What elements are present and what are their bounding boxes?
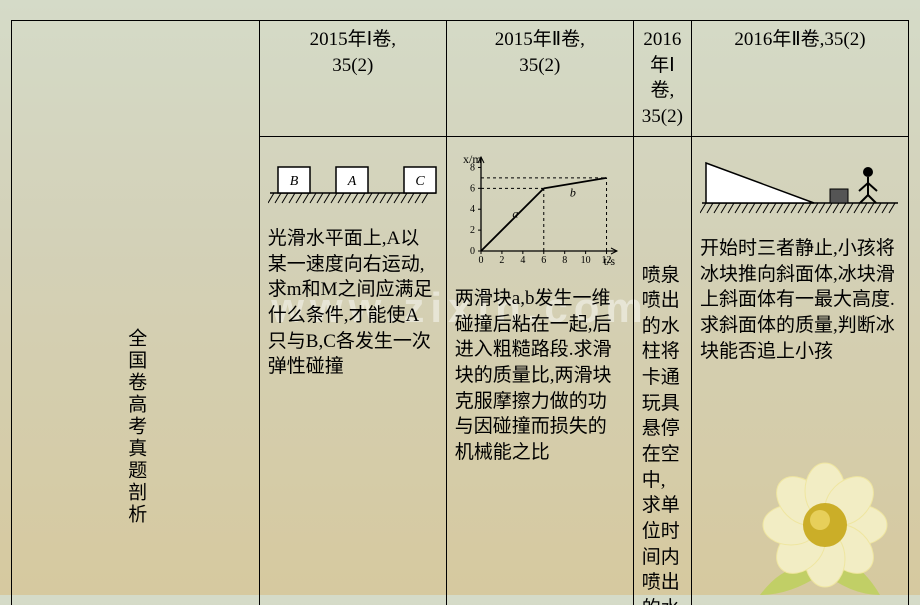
fig-0-svg: BAC (268, 149, 438, 209)
svg-text:A: A (347, 174, 357, 189)
col-header-3: 2016年Ⅱ卷,35(2) (691, 21, 908, 137)
fig-1-svg: 02468101202468t/sx/mab (455, 149, 625, 269)
col-header-0-l1: 2015年Ⅰ卷, (310, 29, 396, 50)
fig-1: 02468101202468t/sx/mab (455, 149, 625, 269)
cell-3-desc: 开始时三者静止,小孩将冰块推向斜面体,冰块滑上斜面体有一最大高度.求斜面体的质量… (700, 236, 900, 364)
svg-text:0: 0 (478, 255, 483, 266)
cell-3: 开始时三者静止,小孩将冰块推向斜面体,冰块滑上斜面体有一最大高度.求斜面体的质量… (691, 136, 908, 605)
cell-0-desc: 光滑水平面上,A以某一速度向右运动,求m和M之间应满足什么条件,才能使A只与B,… (268, 226, 438, 380)
side-label: 全国卷高考真题剖析 (12, 21, 260, 605)
svg-text:2: 2 (499, 255, 504, 266)
svg-text:4: 4 (470, 204, 475, 215)
svg-text:x/m: x/m (463, 152, 482, 166)
cell-1: 02468101202468t/sx/mab 两滑块a,b发生一维碰撞后粘在一起… (446, 136, 633, 605)
col-header-2: 2016年Ⅰ卷, 35(2) (633, 21, 691, 137)
analysis-table: 全国卷高考真题剖析 2015年Ⅰ卷, 35(2) 2015年Ⅱ卷, 35(2) … (11, 20, 909, 605)
cell-1-desc: 两滑块a,b发生一维碰撞后粘在一起,后进入粗糙路段.求滑块的质量比,两滑块克服摩… (455, 286, 625, 465)
svg-text:B: B (290, 174, 299, 189)
cell-2: 喷泉喷出的水柱将卡通玩具悬停在空中,求单位时间内喷出的水的质量、玩具底面相对于喷… (633, 136, 691, 605)
col-header-0-l2: 35(2) (332, 55, 373, 76)
svg-text:0: 0 (470, 246, 475, 257)
col-header-3-l1: 2016年Ⅱ卷,35(2) (734, 29, 865, 50)
svg-text:8: 8 (562, 255, 567, 266)
col-header-1-l2: 35(2) (519, 55, 560, 76)
svg-text:10: 10 (580, 255, 590, 266)
col-header-2-l2: 35(2) (642, 106, 683, 127)
col-header-2-l1: 2016年Ⅰ卷, (643, 29, 681, 101)
svg-text:4: 4 (520, 255, 525, 266)
col-header-0: 2015年Ⅰ卷, 35(2) (259, 21, 446, 137)
fig-3-svg (700, 149, 900, 219)
col-header-1-l1: 2015年Ⅱ卷, (495, 29, 585, 50)
svg-text:6: 6 (470, 183, 475, 194)
cell-2-desc: 喷泉喷出的水柱将卡通玩具悬停在空中,求单位时间内喷出的水的质量、玩具底面相对于喷… (642, 263, 683, 605)
svg-text:C: C (415, 174, 425, 189)
fig-0: BAC (268, 149, 438, 209)
svg-text:a: a (512, 206, 518, 220)
col-header-1: 2015年Ⅱ卷, 35(2) (446, 21, 633, 137)
svg-text:2: 2 (470, 225, 475, 236)
fig-3 (700, 149, 900, 219)
header-row: 全国卷高考真题剖析 2015年Ⅰ卷, 35(2) 2015年Ⅱ卷, 35(2) … (12, 21, 909, 137)
cell-0: B A C 光滑水平面上,A以某一速度向右运动,求m和M之间应满足什么条件,才能使A… (259, 136, 446, 605)
svg-text:t/s: t/s (603, 254, 615, 268)
svg-text:b: b (570, 185, 576, 199)
svg-text:6: 6 (541, 255, 546, 266)
